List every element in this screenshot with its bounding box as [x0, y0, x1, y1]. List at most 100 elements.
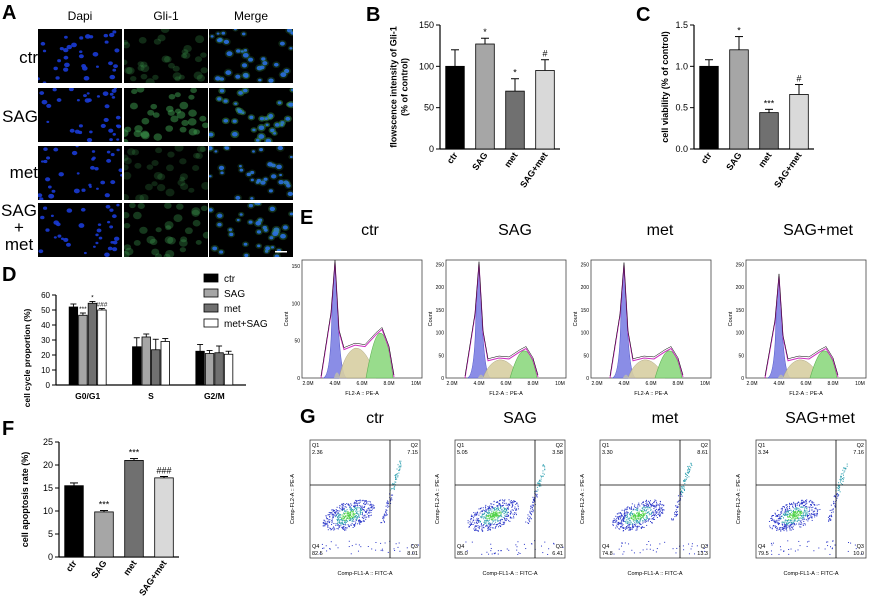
- nucleus: [43, 206, 48, 210]
- nucleus: [258, 134, 265, 139]
- event-dot: [635, 529, 637, 531]
- event-dot: [489, 528, 491, 530]
- event-dot: [497, 515, 499, 517]
- event-dot: [491, 507, 493, 509]
- event-dot: [637, 508, 639, 510]
- nucleus: [289, 155, 293, 159]
- event-dot: [638, 521, 640, 523]
- bar: [87, 302, 98, 386]
- event-dot: [654, 518, 656, 520]
- event-dot: [651, 504, 653, 506]
- event-dot: [363, 515, 365, 517]
- event-dot: [498, 515, 500, 517]
- event-dot: [337, 510, 339, 512]
- event-dot: [476, 525, 478, 527]
- event-dot: [371, 548, 373, 550]
- event-dot: [340, 522, 342, 524]
- event-dot: [496, 514, 498, 516]
- event-dot: [788, 510, 790, 512]
- event-dot: [355, 512, 357, 514]
- event-dot: [477, 525, 479, 527]
- event-dot: [810, 504, 812, 506]
- nucleus: [109, 138, 113, 142]
- event-dot: [629, 519, 631, 521]
- cell-stain: [137, 61, 144, 67]
- event-dot: [331, 514, 333, 516]
- event-dot: [490, 524, 492, 526]
- event-dot: [509, 520, 511, 522]
- event-dot: [471, 541, 473, 543]
- event-dot: [655, 505, 657, 507]
- event-dot: [334, 512, 336, 514]
- event-dot: [330, 541, 332, 543]
- event-dot: [770, 550, 772, 552]
- event-dot: [337, 524, 339, 526]
- event-dot: [638, 514, 640, 516]
- cell-stain: [124, 138, 129, 142]
- mic-col-dapi: Dapi: [67, 9, 93, 23]
- cell-stain: [183, 44, 192, 53]
- event-dot: [516, 546, 518, 548]
- event-dot: [639, 519, 641, 521]
- nucleus: [283, 68, 290, 74]
- event-dot: [390, 502, 392, 504]
- event-dot: [828, 519, 830, 521]
- event-dot: [805, 514, 807, 516]
- event-dot: [384, 513, 386, 515]
- event-dot: [352, 513, 354, 515]
- event-dot: [562, 546, 564, 548]
- event-dot: [389, 500, 391, 502]
- event-dot: [641, 510, 643, 512]
- event-dot: [801, 512, 803, 514]
- event-dot: [617, 516, 619, 518]
- event-dot: [481, 529, 483, 531]
- nucleus: [289, 47, 293, 50]
- event-dot: [346, 512, 348, 514]
- event-dot: [322, 521, 324, 523]
- event-dot: [624, 517, 626, 519]
- event-dot: [624, 516, 626, 518]
- event-dot: [492, 512, 494, 514]
- event-dot: [479, 520, 481, 522]
- event-dot: [797, 519, 799, 521]
- micrograph-0-2: [209, 29, 293, 83]
- event-dot: [835, 495, 837, 497]
- hist-y-tick: 200: [581, 285, 590, 291]
- nucleus: [289, 212, 293, 216]
- nucleus: [244, 253, 249, 257]
- event-dot: [643, 517, 645, 519]
- event-dot: [787, 520, 789, 522]
- q2-name: Q2: [701, 443, 708, 449]
- flow-y-label: Comp-FL2-A :: PE-A: [580, 474, 586, 524]
- event-dot: [536, 496, 538, 498]
- event-dot: [645, 515, 647, 517]
- y-axis-label: cell cycle proportion (%): [22, 308, 32, 407]
- event-dot: [677, 506, 679, 508]
- event-dot: [662, 512, 664, 514]
- hist-y-tick: 250: [436, 263, 445, 269]
- event-dot: [794, 505, 796, 507]
- nucleus: [53, 147, 59, 152]
- event-dot: [498, 516, 500, 518]
- event-dot: [396, 478, 398, 480]
- event-dot: [797, 517, 799, 519]
- event-dot: [642, 549, 644, 551]
- event-dot: [840, 483, 842, 485]
- category-label-group: SAG: [470, 150, 489, 172]
- event-dot: [488, 514, 490, 516]
- event-dot: [782, 506, 784, 508]
- event-dot: [329, 513, 331, 515]
- event-dot: [627, 526, 629, 528]
- hist-y-tick: 200: [436, 285, 445, 291]
- event-dot: [342, 508, 344, 510]
- event-dot: [780, 515, 782, 517]
- event-dot: [343, 507, 345, 509]
- event-dot: [620, 545, 622, 547]
- event-dot: [352, 526, 354, 528]
- event-dot: [345, 510, 347, 512]
- flow-frame: [454, 439, 566, 559]
- event-dot: [512, 513, 514, 515]
- event-dot: [346, 521, 348, 523]
- event-dot: [680, 493, 682, 495]
- event-dot: [508, 549, 510, 551]
